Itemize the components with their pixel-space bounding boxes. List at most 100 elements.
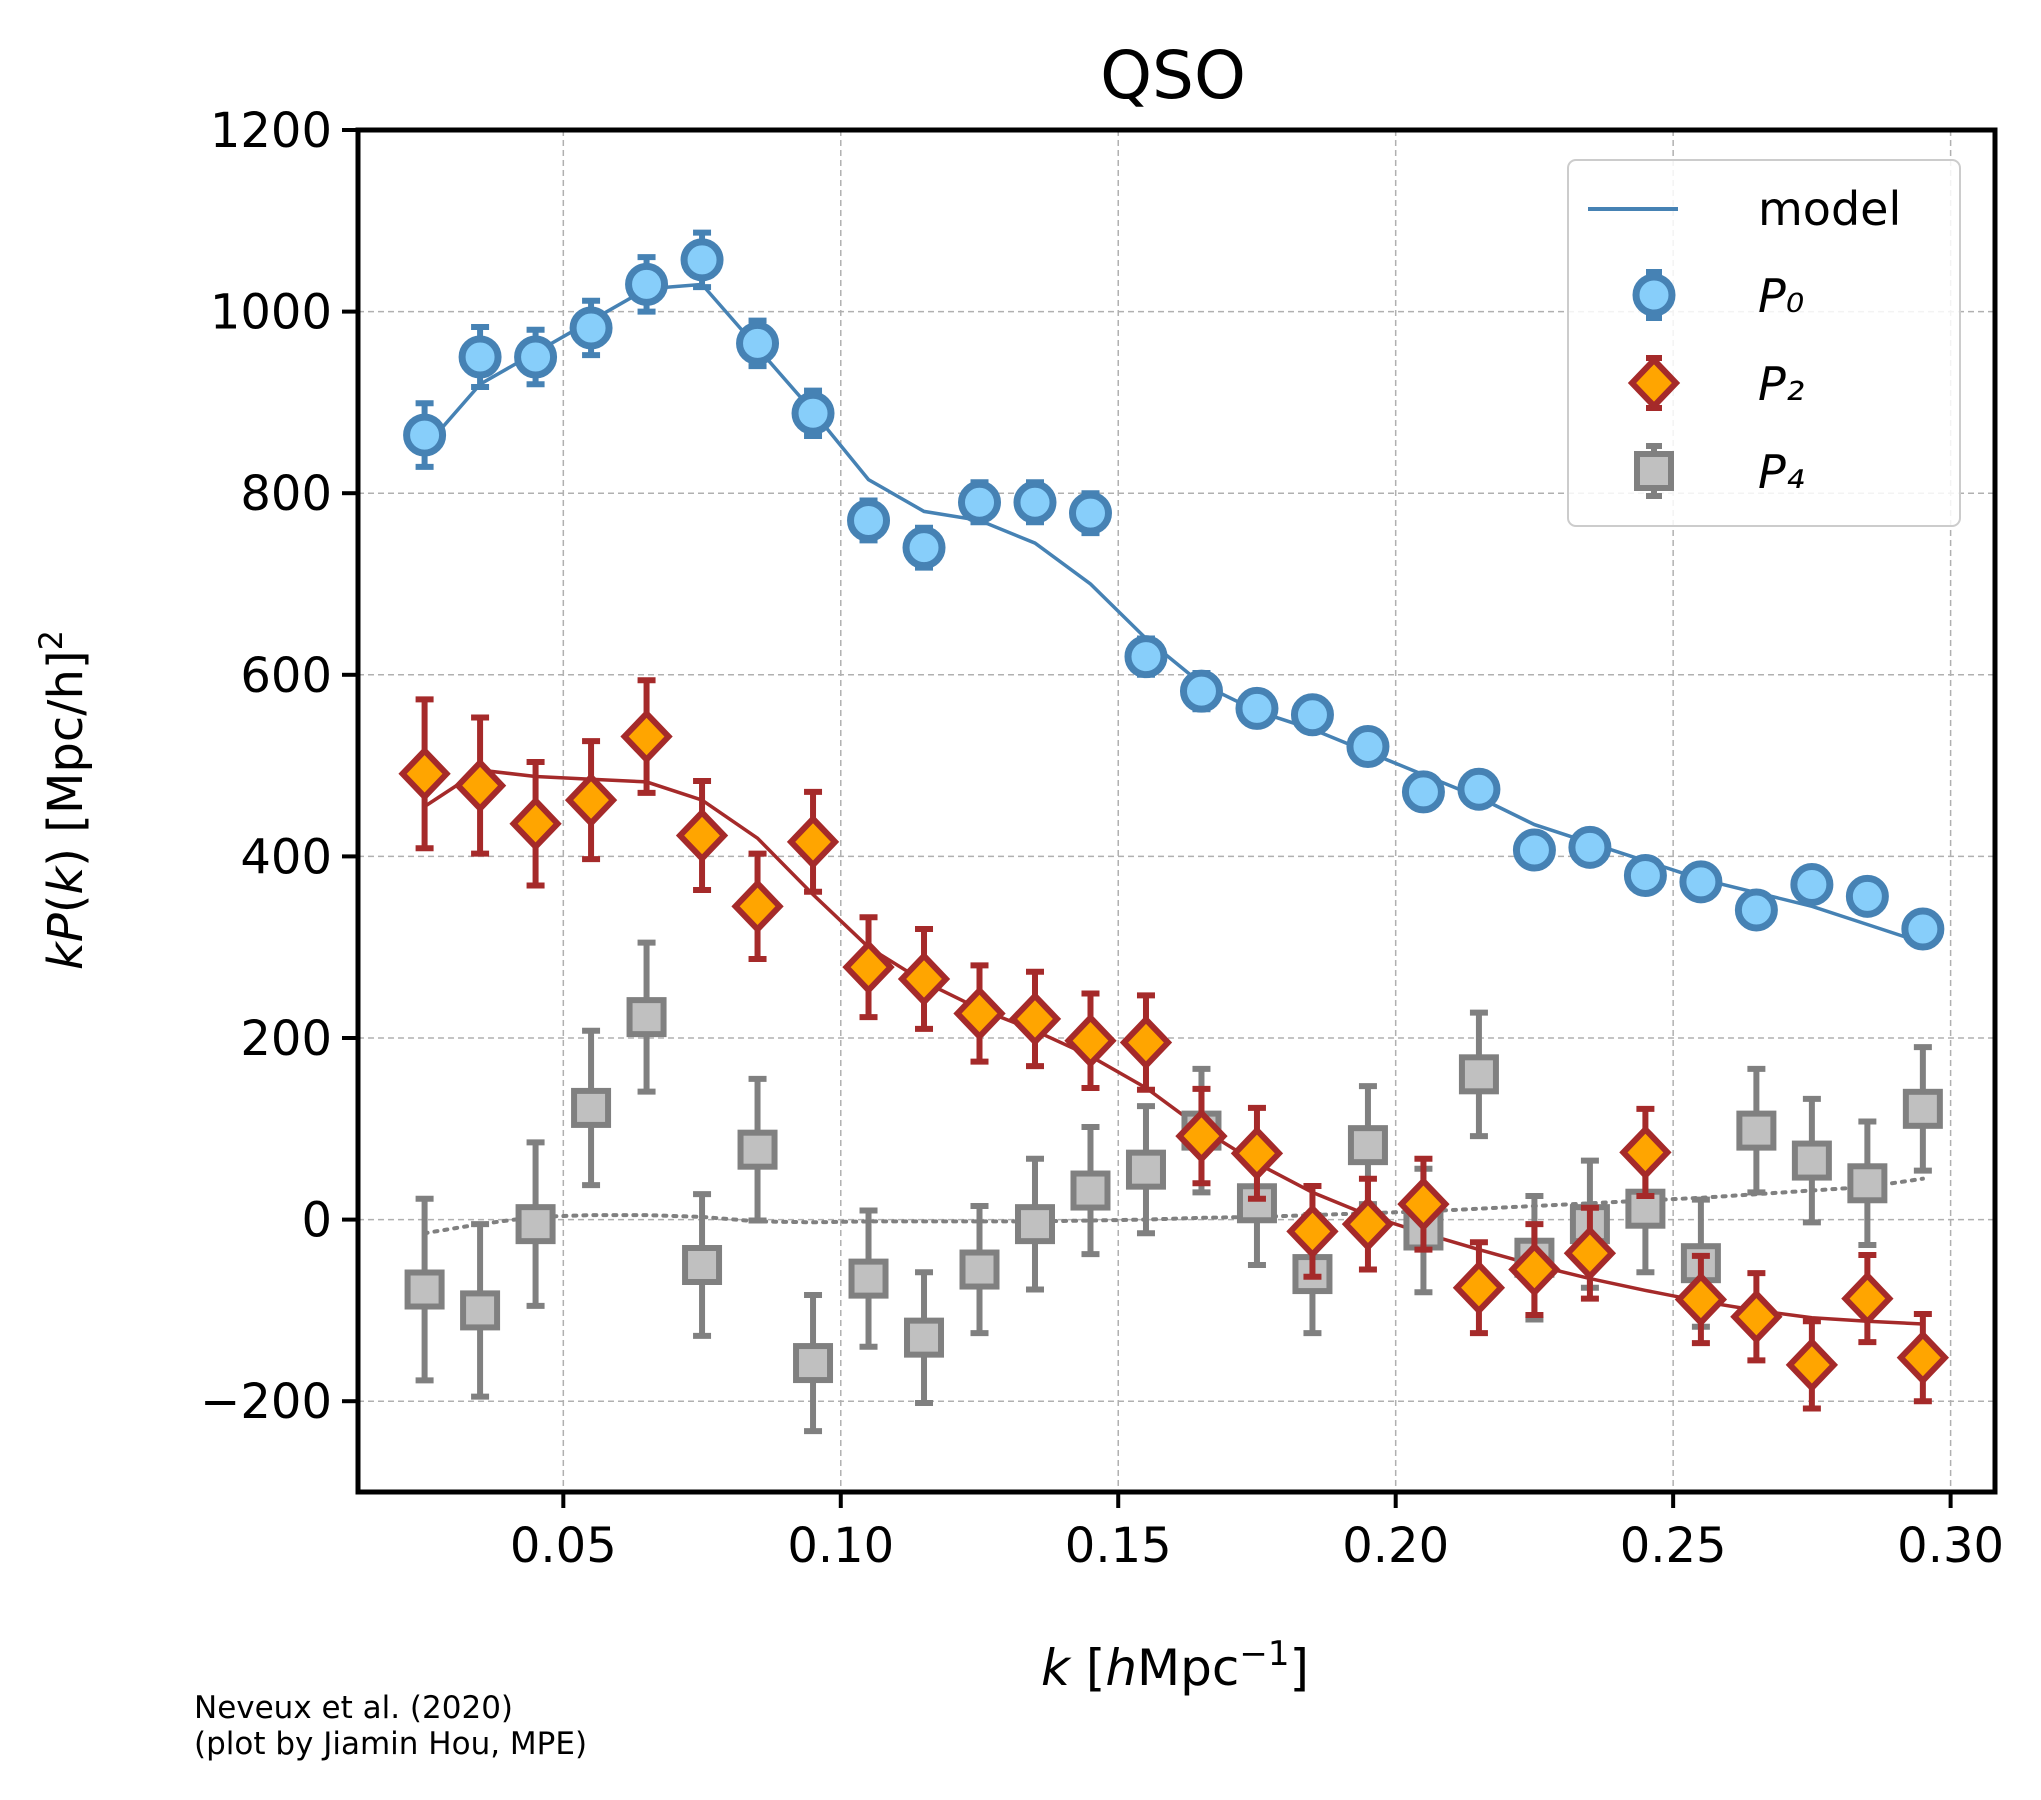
p0-point [791, 387, 835, 439]
p0-point [569, 297, 613, 359]
p0-marker [1845, 874, 1889, 918]
p4-marker [1791, 1140, 1832, 1181]
p0-marker [1790, 863, 1834, 907]
p2-point [786, 788, 840, 895]
x-tick-label: 0.30 [1897, 1518, 2004, 1574]
p2-point [1674, 1252, 1728, 1347]
x-tick-label: 0.25 [1620, 1518, 1727, 1574]
p2-point [842, 914, 895, 1021]
p4-series [404, 939, 1943, 1435]
legend-frame [1567, 159, 1961, 527]
p0-marker [1457, 767, 1501, 811]
p2-marker [675, 808, 729, 863]
p2-point [1896, 1311, 1950, 1405]
p0-marker [1401, 770, 1445, 814]
p0-point [1679, 860, 1723, 904]
p0-point [1512, 828, 1556, 872]
p0-point [1401, 770, 1445, 814]
legend-model-label: model [1758, 182, 1901, 236]
p4-marker [571, 1087, 612, 1128]
p0-marker [1679, 860, 1723, 904]
p2-marker [953, 986, 1006, 1041]
p0-point [1124, 635, 1168, 679]
p4-point [515, 1139, 556, 1309]
p0-point [1790, 863, 1834, 907]
p0-marker [514, 335, 558, 379]
p2-marker [897, 951, 951, 1007]
p0-point [1457, 767, 1501, 811]
p0-marker [1734, 888, 1778, 932]
p2-point [1619, 1105, 1672, 1199]
p2-marker [509, 796, 562, 852]
p2-marker [1119, 1015, 1173, 1070]
legend-p4-marker [1634, 443, 1674, 499]
p2-point [1341, 1175, 1395, 1273]
credit-line-1: Neveux et al. (2020) [194, 1690, 514, 1726]
p0-marker [1013, 480, 1057, 524]
p4-marker [737, 1129, 778, 1170]
legend-p2-marker [1627, 355, 1681, 411]
p2-marker [1452, 1260, 1506, 1316]
p2-marker [1341, 1196, 1395, 1252]
chart-title: QSO [1100, 37, 1246, 114]
legend-p4-label: P₄ [1758, 445, 1804, 499]
x-tick-label: 0.20 [1342, 1518, 1449, 1574]
p2-marker [1730, 1289, 1783, 1345]
p2-marker [1286, 1204, 1339, 1259]
p4-point [959, 1202, 1000, 1337]
axis-ticks: 0.05 0.10 0.15 0.20 0.25 0.30 −200 0 200 400 600 80… [200, 103, 2004, 1574]
p2-point [509, 758, 562, 889]
p0-point [902, 524, 946, 571]
p0-marker [736, 321, 780, 365]
p4-marker [1125, 1149, 1166, 1190]
y-axis-label: kP(k) [Mpc/h]2 [32, 630, 94, 970]
p2-point [953, 962, 1006, 1065]
p2-marker [1064, 1013, 1117, 1069]
legend-p0-label: P₀ [1758, 269, 1804, 323]
p4-marker [1014, 1204, 1055, 1245]
p2-point [1397, 1155, 1450, 1253]
p4-point [737, 1075, 778, 1224]
p4-point [1458, 1009, 1499, 1140]
legend-p0-marker [1632, 269, 1676, 321]
p2-point [453, 714, 507, 857]
p0-point [625, 254, 669, 315]
p2-marker [1397, 1176, 1450, 1232]
p2-marker [1841, 1271, 1894, 1326]
p0-point [680, 229, 724, 291]
p4-marker [1458, 1054, 1499, 1095]
p4-marker [1902, 1088, 1943, 1129]
p0-marker [958, 480, 1002, 524]
p4-point [1847, 1118, 1888, 1249]
p2-marker [786, 814, 840, 870]
p0-marker [1235, 686, 1279, 730]
p2-marker [453, 758, 507, 813]
p4-model-line [422, 1176, 1925, 1236]
p0-point [1901, 907, 1945, 951]
y-tick-label: 200 [240, 1011, 332, 1067]
p2-model-line [423, 768, 1923, 1326]
p2-marker [842, 939, 895, 995]
p2-point [620, 677, 673, 796]
p2-point [731, 850, 784, 963]
p2-point [675, 778, 729, 893]
p4-marker [404, 1269, 445, 1310]
p4-point [1125, 1103, 1166, 1237]
p2-marker [731, 878, 784, 934]
p4-point [626, 939, 667, 1095]
p2-point [1563, 1204, 1617, 1302]
p2-marker [1563, 1225, 1617, 1281]
data-points [398, 229, 1950, 1435]
p2-point [1175, 1085, 1228, 1187]
plot-frame [355, 127, 1998, 1495]
y-tick-label: 400 [240, 829, 332, 885]
p0-point [458, 324, 502, 390]
p0-marker [791, 391, 835, 435]
p0-marker [847, 498, 891, 542]
p4-point [1736, 1065, 1777, 1196]
x-tick-label: 0.05 [510, 1518, 617, 1574]
p2-series [398, 677, 1950, 1412]
p2-marker [1619, 1125, 1672, 1180]
p0-point [403, 400, 447, 470]
